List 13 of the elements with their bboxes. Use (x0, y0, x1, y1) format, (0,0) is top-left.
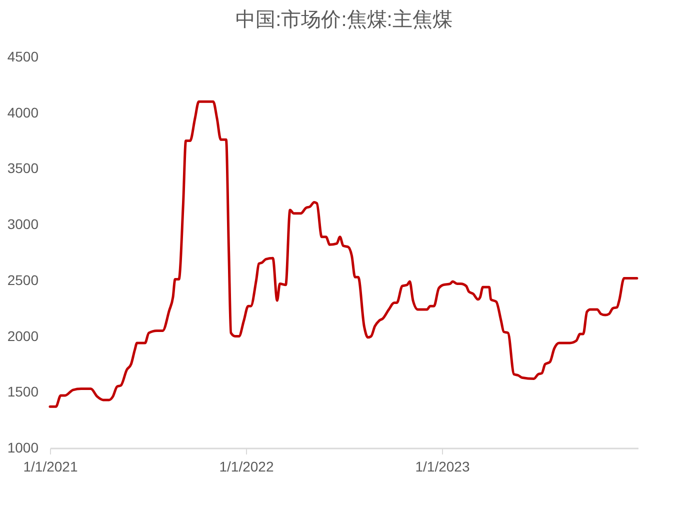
y-tick-label: 4000 (7, 104, 39, 120)
chart-title: 中国:市场价:焦煤:主焦煤 (236, 8, 452, 31)
y-tick-label: 3500 (7, 160, 39, 176)
x-tick-label: 1/1/2021 (23, 458, 78, 474)
y-tick-label: 1500 (7, 384, 39, 400)
x-tick-label: 1/1/2022 (219, 458, 274, 474)
x-tick-label: 1/1/2023 (415, 458, 470, 474)
y-tick-label: 1000 (7, 440, 39, 456)
y-tick-label: 2000 (7, 328, 39, 344)
y-tick-label: 3000 (7, 216, 39, 232)
y-tick-label: 4500 (7, 48, 39, 64)
line-series (48, 100, 638, 408)
y-tick-label: 2500 (7, 272, 39, 288)
